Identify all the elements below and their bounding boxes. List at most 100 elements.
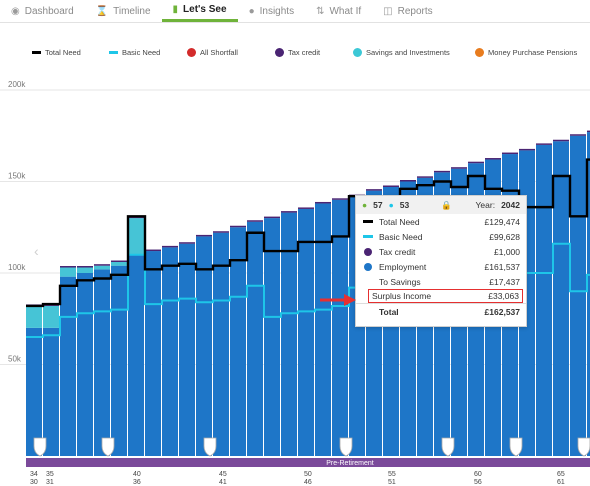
bar-employment: [298, 208, 314, 456]
tooltip-row: Employment £161,537: [356, 259, 526, 274]
hourglass-icon: ⌛: [95, 5, 109, 17]
y-tick-label: 100k: [8, 263, 26, 272]
bar-employment: [60, 276, 76, 456]
bar-tax-credit: [247, 220, 263, 222]
bar-tax-credit: [196, 234, 212, 237]
age-tick-label: 35: [46, 471, 54, 478]
bar-tax-credit: [213, 231, 229, 233]
age-tick-label: 56: [474, 479, 482, 486]
legend-basic-need[interactable]: Basic Need: [109, 48, 160, 57]
legend-dot-icon: [275, 48, 284, 57]
age-tick-label: 55: [388, 471, 396, 478]
tab-lets-see[interactable]: ▮ Let's See: [161, 0, 238, 22]
bar-tax-credit: [281, 211, 297, 213]
age-tick-label: 51: [388, 479, 396, 486]
dot-marker-icon: [364, 247, 372, 256]
age-tick-label: 36: [133, 479, 141, 486]
line-marker-icon: [363, 220, 373, 223]
tooltip-total-row: Total £162,537: [356, 303, 526, 319]
bar-tax-credit: [315, 201, 331, 204]
bar-savings: [26, 305, 42, 328]
bar-savings: [77, 267, 93, 273]
legend-money-purchase[interactable]: Money Purchase Pensions: [475, 48, 577, 57]
chart-legend: Total Need Basic Need All Shortfall Tax …: [0, 48, 590, 62]
tab-insights[interactable]: ● Insights: [248, 5, 295, 17]
bar-employment: [570, 135, 586, 456]
age-tick-label: 40: [133, 471, 141, 478]
bar-employment: [247, 221, 263, 456]
age-tick-label: 31: [46, 479, 54, 486]
year-tooltip: ● 57 ● 53 🔒 Year: 2042 Total Need £129,47…: [355, 195, 527, 327]
phase-band-label: Pre-Retirement: [326, 460, 374, 467]
bar-employment: [77, 273, 93, 456]
bar-tax-credit: [145, 249, 161, 252]
bar-tax-credit: [468, 161, 484, 164]
legend-dot-icon: [353, 48, 362, 57]
legend-dot-icon: [475, 48, 484, 57]
tab-timeline[interactable]: ⌛ Timeline: [95, 5, 151, 17]
bar-savings: [111, 262, 127, 266]
bar-tax-credit: [553, 139, 569, 142]
bar-employment: [162, 247, 178, 456]
bar-tax-credit: [400, 180, 416, 182]
dot-marker-icon: [364, 262, 372, 271]
bar-tax-credit: [332, 198, 348, 200]
bar-employment: [281, 212, 297, 456]
age-tick-label: 34: [30, 471, 38, 478]
bar-tax-credit: [587, 130, 590, 133]
pre-retirement-band: [26, 458, 590, 467]
bar-employment: [587, 132, 590, 456]
legend-all-shortfall[interactable]: All Shortfall: [187, 48, 238, 57]
chevron-left-icon[interactable]: ‹: [34, 243, 39, 259]
bar-employment: [264, 218, 280, 456]
bar-employment: [43, 327, 59, 456]
age-tick-label: 45: [219, 471, 227, 478]
bar-savings: [60, 267, 76, 277]
age-tick-label: 65: [557, 471, 565, 478]
tab-reports[interactable]: ◫ Reports: [383, 5, 433, 17]
bar-tax-credit: [485, 158, 501, 160]
bar-employment: [179, 243, 195, 456]
milestone-shield-icon: [441, 437, 455, 457]
legend-line-icon: [109, 51, 118, 54]
tab-dashboard[interactable]: ◉ Dashboard: [11, 5, 74, 17]
bar-tax-credit: [417, 176, 433, 178]
bar-employment: [111, 265, 127, 456]
bar-tax-credit: [434, 170, 450, 173]
bar-chart-icon: ▮: [172, 4, 179, 15]
document-icon: ◫: [383, 5, 393, 17]
age-tick-label: 41: [219, 479, 227, 486]
age-tick-label: 46: [304, 479, 312, 486]
bar-employment: [26, 327, 42, 456]
bar-tax-credit: [60, 266, 76, 268]
tooltip-row: Basic Need £99,628: [356, 229, 526, 244]
tab-what-if[interactable]: ⇅ What If: [316, 5, 362, 17]
bar-employment: [128, 254, 144, 456]
bar-tax-credit: [383, 185, 399, 187]
age-tick-label: 60: [474, 471, 482, 478]
legend-tax-credit[interactable]: Tax credit: [275, 48, 320, 57]
milestone-shield-icon: [33, 437, 47, 457]
person-icon: ●: [362, 200, 368, 210]
milestone-shield-icon: [509, 437, 523, 457]
bar-tax-credit: [230, 225, 246, 228]
gauge-icon: ◉: [11, 5, 20, 17]
bar-tax-credit: [77, 266, 93, 268]
age-tick-label: 61: [557, 479, 565, 486]
bar-tax-credit: [519, 148, 535, 151]
bar-employment: [553, 141, 569, 456]
tooltip-row: To Savings £17,437: [379, 276, 520, 287]
bar-tax-credit: [502, 152, 518, 155]
milestone-shield-icon: [339, 437, 353, 457]
person-icon: ●: [388, 200, 394, 210]
bar-tax-credit: [111, 260, 127, 263]
milestone-shield-icon: [101, 437, 115, 457]
bar-tax-credit: [264, 216, 280, 219]
y-tick-label: 150k: [8, 172, 26, 181]
arrow-right-icon: [320, 294, 356, 306]
legend-savings[interactable]: Savings and Investments: [353, 48, 450, 57]
bar-employment: [536, 144, 552, 456]
view-tabs: ◉ Dashboard ⌛ Timeline ▮ Let's See ● Insight…: [0, 0, 590, 23]
lock-icon[interactable]: 🔒: [441, 199, 452, 210]
legend-total-need[interactable]: Total Need: [32, 48, 81, 57]
